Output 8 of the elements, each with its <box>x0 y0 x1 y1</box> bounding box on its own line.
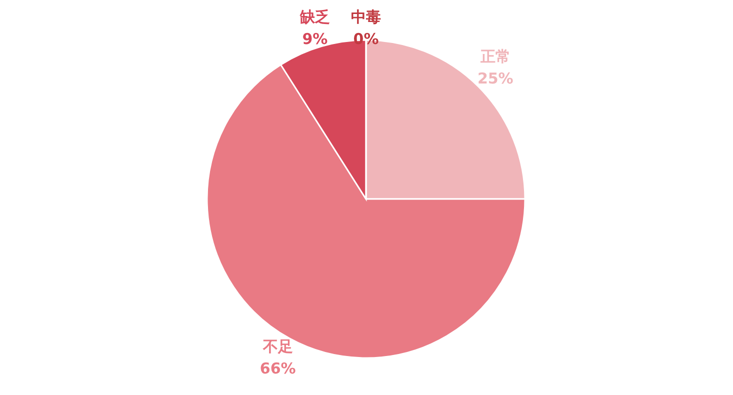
category-label: 中毒 <box>351 8 381 26</box>
text: 0% <box>353 30 379 48</box>
slice-label: 缺乏 <box>298 8 330 26</box>
data-label: 9% <box>302 30 328 48</box>
data-label: 66% <box>260 359 296 378</box>
slice-label: 正常 <box>479 48 510 66</box>
slice-label: 不足 <box>262 337 293 356</box>
data-label: 25% <box>477 70 514 88</box>
